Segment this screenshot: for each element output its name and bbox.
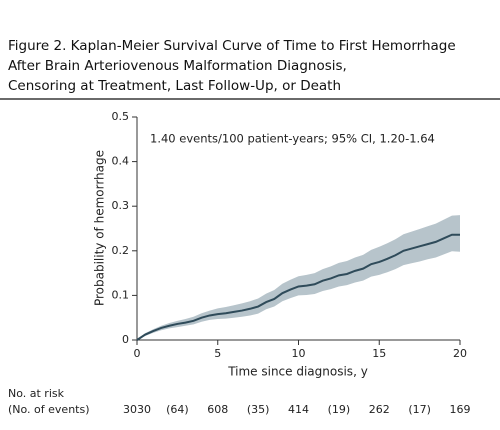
at-risk-count: 262 bbox=[369, 403, 390, 416]
x-tick-label: 5 bbox=[214, 347, 221, 360]
x-tick-label: 10 bbox=[292, 347, 306, 360]
at-risk-count: 414 bbox=[288, 403, 309, 416]
event-count: (35) bbox=[247, 403, 270, 416]
chart-title: Figure 2. Kaplan-Meier Survival Curve of… bbox=[8, 38, 456, 54]
event-count: (64) bbox=[166, 403, 189, 416]
at-risk-label: No. at risk bbox=[8, 387, 65, 400]
events-label: (No. of events) bbox=[8, 403, 90, 416]
y-tick-label: 0.5 bbox=[112, 110, 130, 123]
x-tick-label: 15 bbox=[372, 347, 386, 360]
y-tick-label: 0.2 bbox=[112, 244, 130, 257]
confidence-band bbox=[137, 215, 460, 340]
y-tick-label: 0 bbox=[122, 333, 129, 346]
x-axis-label: Time since diagnosis, y bbox=[227, 365, 368, 379]
x-tick-label: 20 bbox=[453, 347, 467, 360]
at-risk-count: 169 bbox=[450, 403, 471, 416]
chart-title: Censoring at Treatment, Last Follow-Up, … bbox=[8, 78, 341, 94]
at-risk-count: 3030 bbox=[123, 403, 151, 416]
y-axis-label: Probability of hemorrhage bbox=[93, 150, 107, 306]
annotation: 1.40 events/100 patient-years; 95% CI, 1… bbox=[150, 132, 435, 146]
y-tick-label: 0.4 bbox=[112, 155, 130, 168]
at-risk-count: 608 bbox=[207, 403, 228, 416]
y-tick-label: 0.1 bbox=[112, 288, 130, 301]
event-count: (19) bbox=[328, 403, 351, 416]
survival-curve bbox=[136, 233, 460, 341]
event-count: (17) bbox=[408, 403, 431, 416]
y-tick-label: 0.3 bbox=[112, 199, 130, 212]
chart-title: After Brain Arteriovenous Malformation D… bbox=[8, 58, 347, 74]
x-tick-label: 0 bbox=[134, 347, 141, 360]
